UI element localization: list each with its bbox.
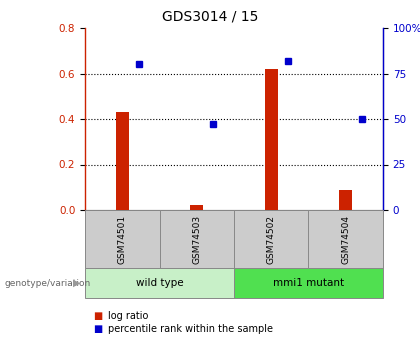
Bar bbox=[265, 69, 278, 210]
Text: ■: ■ bbox=[93, 324, 102, 334]
Bar bbox=[116, 112, 129, 210]
Text: percentile rank within the sample: percentile rank within the sample bbox=[108, 324, 273, 334]
Bar bbox=[339, 189, 352, 210]
Text: GSM74502: GSM74502 bbox=[267, 215, 276, 264]
Text: wild type: wild type bbox=[136, 278, 183, 288]
Bar bbox=[190, 206, 203, 210]
Text: GDS3014 / 15: GDS3014 / 15 bbox=[162, 10, 258, 24]
Text: GSM74501: GSM74501 bbox=[118, 215, 127, 264]
Text: GSM74503: GSM74503 bbox=[192, 215, 201, 264]
Text: ■: ■ bbox=[93, 311, 102, 321]
Text: ▶: ▶ bbox=[74, 278, 81, 288]
Text: genotype/variation: genotype/variation bbox=[4, 278, 90, 287]
Text: log ratio: log ratio bbox=[108, 311, 149, 321]
Text: mmi1 mutant: mmi1 mutant bbox=[273, 278, 344, 288]
Text: GSM74504: GSM74504 bbox=[341, 215, 350, 264]
